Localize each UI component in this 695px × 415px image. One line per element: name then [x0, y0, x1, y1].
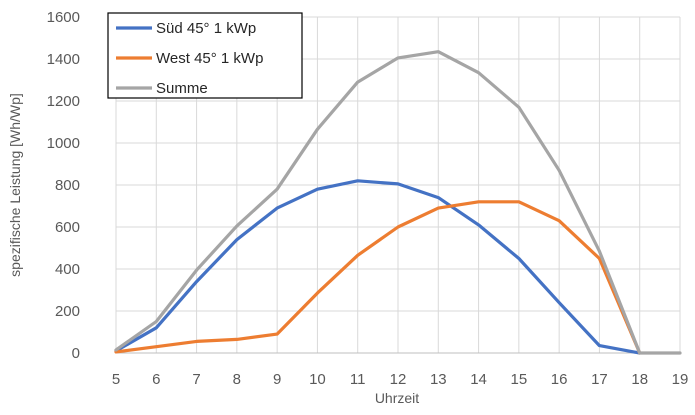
y-tick-label: 200: [55, 303, 80, 320]
y-tick-label: 0: [72, 345, 80, 362]
x-tick-label: 13: [430, 371, 447, 388]
x-tick-label: 5: [112, 371, 120, 388]
x-tick-label: 8: [233, 371, 241, 388]
y-tick-label: 1600: [47, 9, 80, 26]
legend-label: Summe: [156, 80, 208, 97]
y-tick-label: 800: [55, 177, 80, 194]
legend: Süd 45° 1 kWp West 45° 1 kWp Summe: [107, 12, 303, 99]
legend-label: Süd 45° 1 kWp: [156, 20, 256, 37]
x-tick-label: 14: [470, 371, 487, 388]
series-line-2: [114, 50, 682, 355]
series-line-1: [114, 200, 642, 355]
y-tick-label: 400: [55, 261, 80, 278]
x-tick-label: 11: [350, 371, 366, 388]
axes: 0 200 400 600 800 1000 1200 1400 1600 5 6 7 8 9 10 11 12…: [47, 9, 689, 388]
x-tick-label: 9: [273, 371, 281, 388]
series-lines: [114, 50, 682, 355]
x-tick-label: 12: [390, 371, 407, 388]
legend-label: West 45° 1 kWp: [156, 50, 263, 67]
x-tick-label: 15: [511, 371, 528, 388]
series-line-0: [114, 179, 642, 355]
y-tick-label: 1000: [47, 135, 80, 152]
x-tick-label: 10: [309, 371, 326, 388]
y-axis-title: spezifische Leistung [Wh/Wp]: [7, 93, 23, 277]
y-tick-label: 1200: [47, 93, 80, 110]
x-tick-label: 7: [192, 371, 200, 388]
x-axis-title: Uhrzeit: [375, 390, 419, 406]
x-tick-label: 6: [152, 371, 160, 388]
x-tick-label: 19: [672, 371, 689, 388]
y-tick-label: 600: [55, 219, 80, 236]
y-tick-label: 1400: [47, 51, 80, 68]
x-tick-label: 16: [551, 371, 568, 388]
x-tick-label: 17: [591, 371, 608, 388]
x-tick-label: 18: [631, 371, 648, 388]
